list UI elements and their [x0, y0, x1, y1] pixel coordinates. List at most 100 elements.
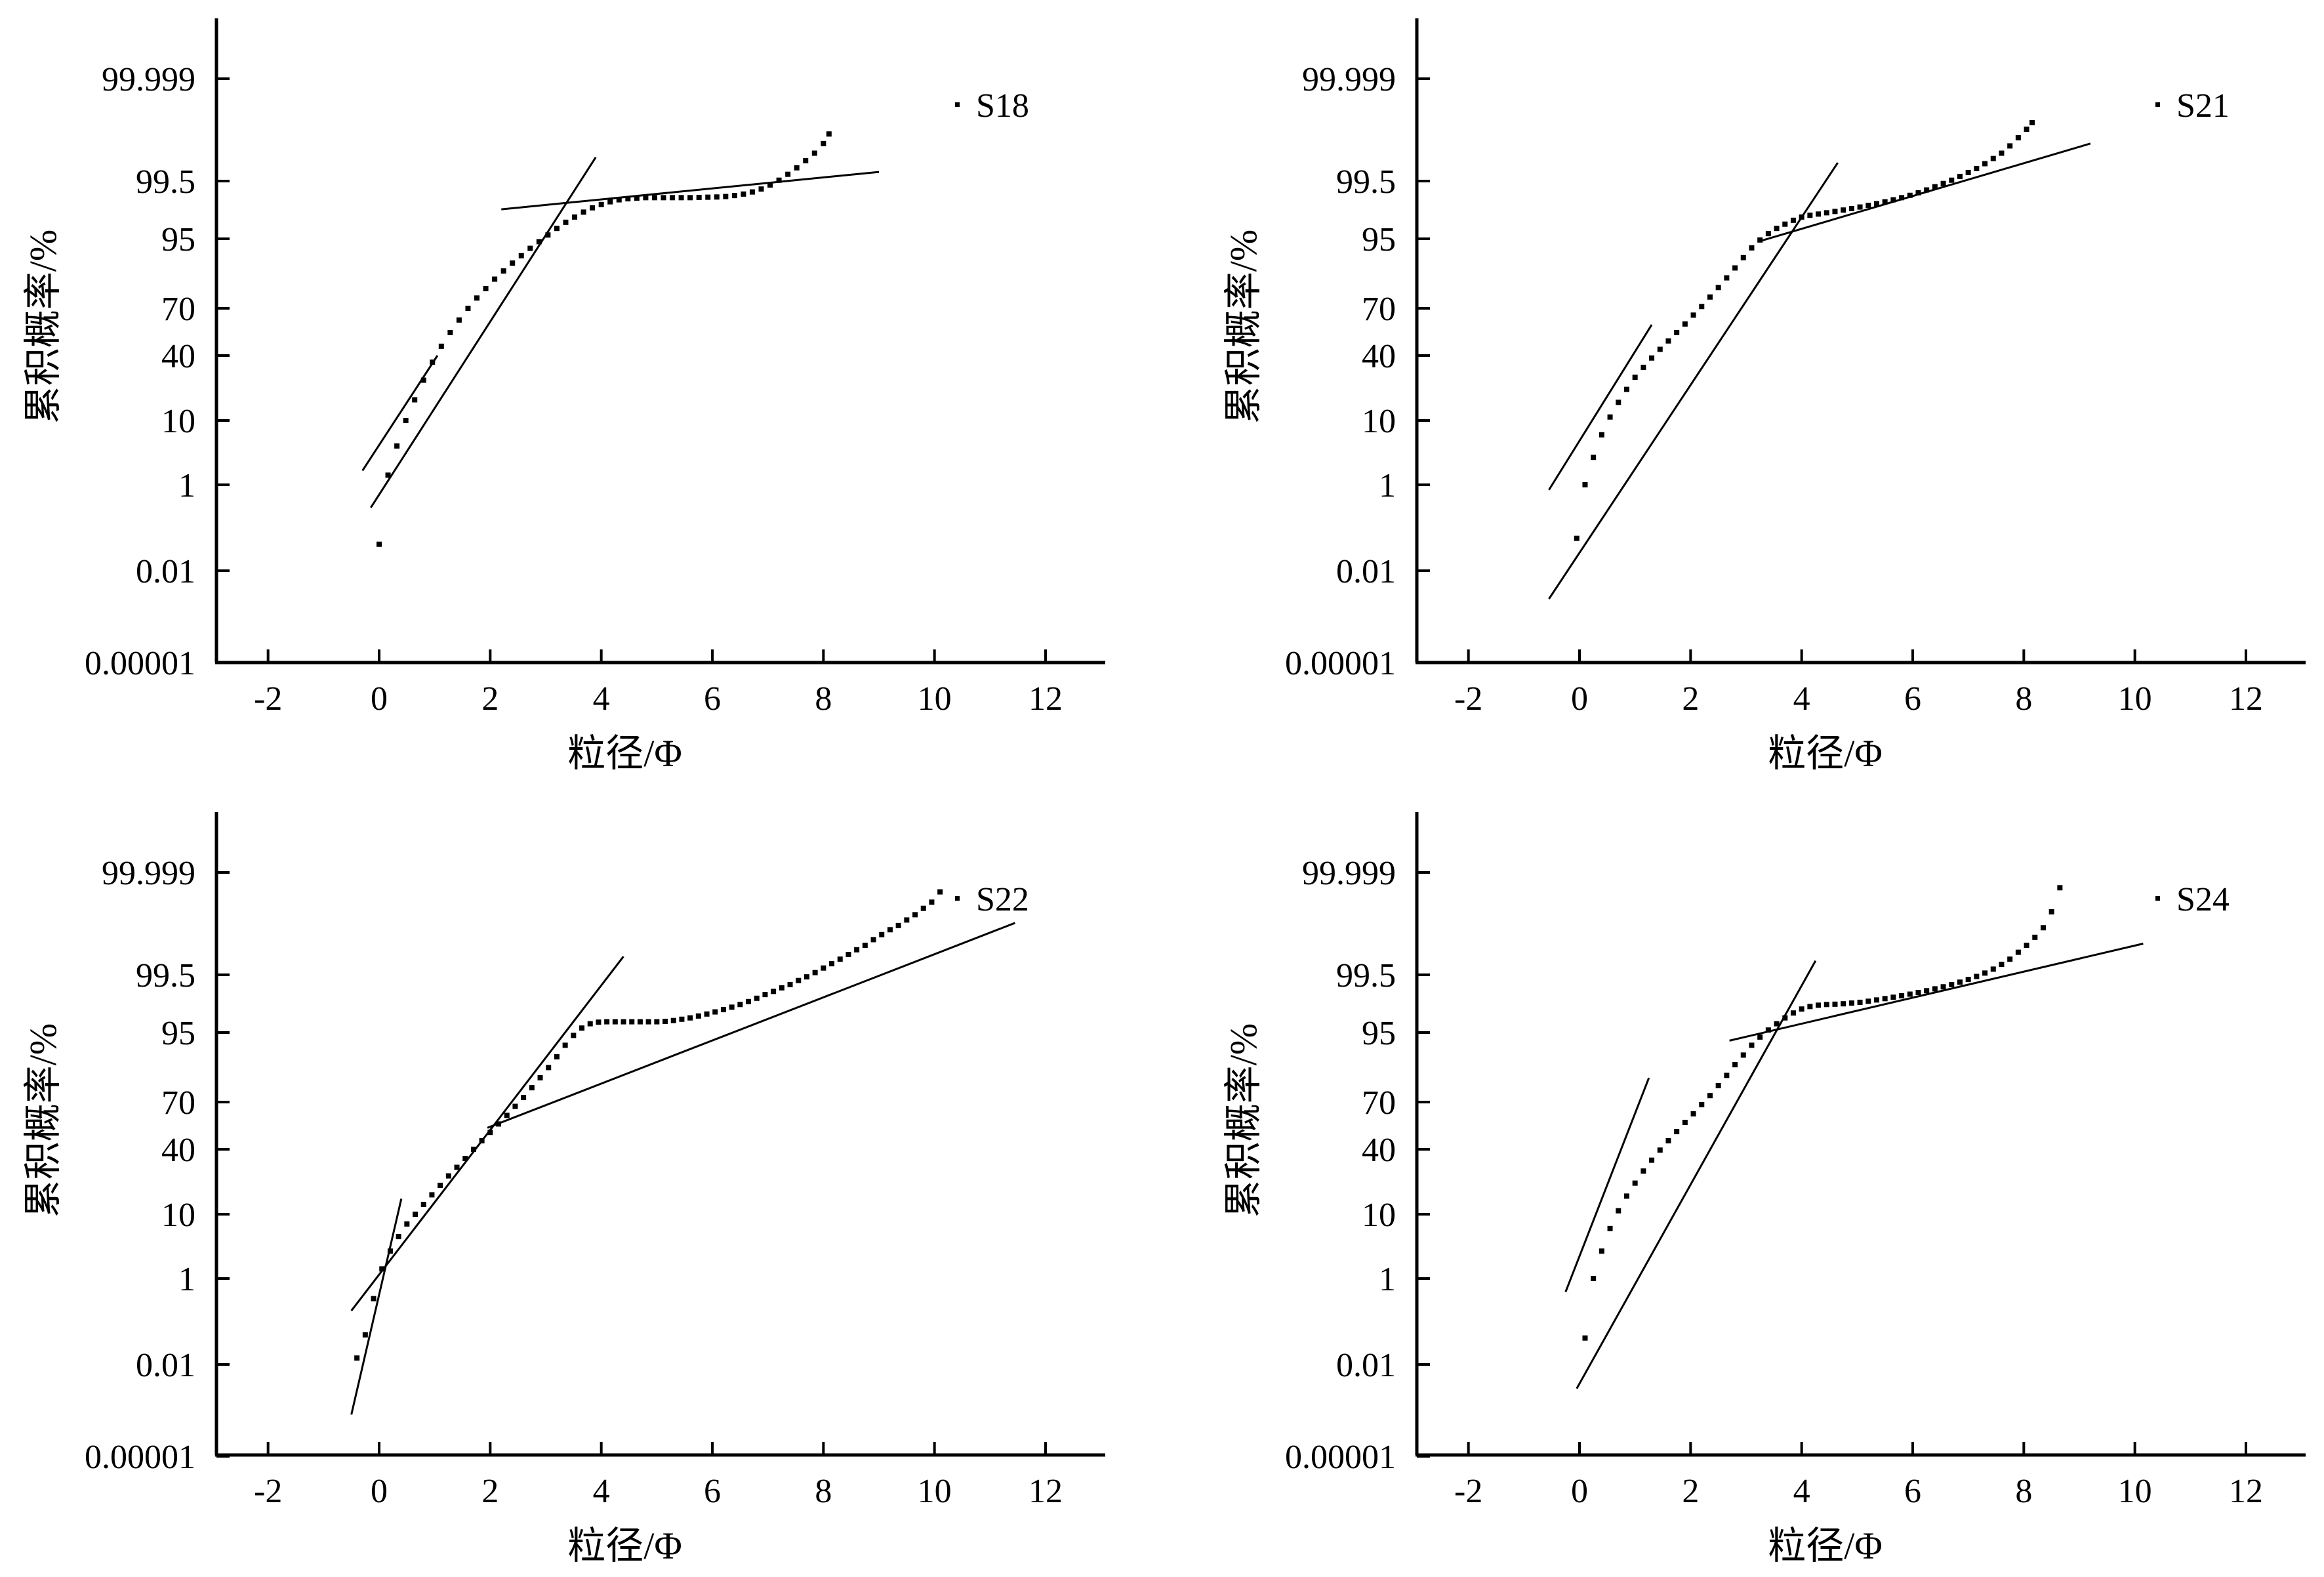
data-point — [554, 226, 560, 232]
data-point — [385, 472, 391, 478]
data-point — [479, 1138, 485, 1144]
data-point — [1623, 386, 1629, 392]
data-point — [1865, 998, 1871, 1004]
data-point — [1665, 1138, 1671, 1144]
data-point — [821, 140, 826, 146]
data-point — [895, 922, 901, 928]
data-point — [870, 937, 876, 943]
data-point — [1848, 1000, 1854, 1006]
data-point — [1690, 1111, 1696, 1116]
x-tick-label: 2 — [481, 1473, 499, 1510]
data-point — [929, 899, 935, 905]
data-point — [705, 194, 711, 200]
x-tick-label: 8 — [815, 1473, 832, 1510]
x-tick-label: -2 — [254, 1473, 282, 1510]
data-point — [1782, 221, 1788, 227]
data-point — [762, 992, 768, 998]
data-point — [1899, 195, 1905, 201]
data-point — [1957, 979, 1963, 985]
fit-line-1 — [1564, 1077, 1650, 1292]
data-point — [1832, 1001, 1838, 1007]
data-point — [1890, 197, 1896, 203]
fit-line-3 — [501, 171, 880, 211]
fit-line-2 — [1548, 162, 1839, 600]
data-point — [1899, 993, 1905, 998]
y-tick-label: 10 — [1362, 1197, 1396, 1234]
data-point — [483, 285, 489, 291]
fit-line-3 — [1729, 943, 2144, 1042]
x-tick-label: 8 — [2015, 680, 2032, 718]
data-point — [1699, 304, 1705, 310]
y-tick-label: 95 — [1362, 221, 1396, 258]
data-point — [354, 1355, 360, 1361]
data-point — [1949, 177, 1955, 183]
data-point — [1816, 211, 1822, 217]
data-point — [462, 1156, 468, 1162]
legend-label: S24 — [2176, 881, 2230, 918]
data-point — [767, 182, 773, 188]
data-point — [737, 1002, 743, 1008]
data-point — [1940, 180, 1946, 186]
data-point — [794, 165, 800, 171]
x-tick-label: 8 — [815, 680, 832, 718]
data-point — [587, 1021, 593, 1027]
data-point — [661, 195, 666, 201]
data-point — [616, 197, 622, 203]
data-point — [1974, 165, 1980, 171]
data-point — [1824, 210, 1829, 216]
data-point — [563, 219, 569, 225]
data-point — [670, 1017, 676, 1023]
data-point — [2024, 126, 2029, 132]
data-point — [1807, 1004, 1813, 1010]
data-point — [1924, 187, 1930, 193]
data-point — [1848, 205, 1854, 211]
data-point — [696, 194, 702, 200]
x-tick-label: 8 — [2015, 1473, 2032, 1510]
data-point — [679, 1016, 685, 1022]
data-point — [729, 1004, 735, 1010]
data-point — [771, 989, 777, 994]
fit-line-3 — [487, 922, 1015, 1129]
fit-line-1 — [350, 1198, 403, 1415]
data-point — [1799, 1006, 1804, 1012]
data-point — [634, 195, 640, 201]
data-point — [1907, 991, 1913, 997]
data-point — [1915, 989, 1921, 995]
data-point — [695, 1013, 701, 1019]
data-point — [1932, 184, 1938, 190]
data-point — [1990, 966, 1996, 972]
y-tick-label: 40 — [161, 1132, 195, 1169]
data-point — [776, 177, 782, 183]
y-tick-label: 95 — [1362, 1015, 1396, 1052]
data-point — [1641, 364, 1646, 370]
y-tick-label: 1 — [178, 1261, 195, 1298]
data-point — [377, 541, 382, 547]
data-point — [1790, 217, 1796, 223]
data-point — [1740, 255, 1746, 260]
data-point — [2057, 885, 2063, 891]
legend-marker — [955, 896, 960, 901]
data-point — [670, 195, 676, 201]
data-point — [492, 276, 498, 282]
x-tick-label: 0 — [371, 680, 388, 718]
x-tick-label: 0 — [1571, 1473, 1588, 1510]
data-point — [496, 1121, 502, 1127]
data-point — [596, 1019, 601, 1025]
data-point — [1732, 1062, 1738, 1068]
y-tick-label: 99.999 — [102, 855, 195, 892]
data-point — [1665, 338, 1671, 344]
data-point — [803, 158, 809, 164]
data-point — [854, 947, 860, 952]
x-tick-label: 4 — [1793, 680, 1810, 718]
fit-line-1 — [1548, 324, 1653, 491]
data-point — [590, 205, 596, 211]
data-point — [787, 981, 793, 987]
data-point — [394, 443, 400, 449]
data-point — [937, 889, 943, 895]
x-tick-label: -2 — [1454, 1473, 1482, 1510]
data-point — [1699, 1101, 1705, 1107]
y-tick-label: 10 — [161, 403, 195, 440]
data-point — [412, 397, 418, 403]
data-point — [862, 943, 868, 949]
x-axis-title: 粒径/Φ — [1768, 1525, 1883, 1567]
